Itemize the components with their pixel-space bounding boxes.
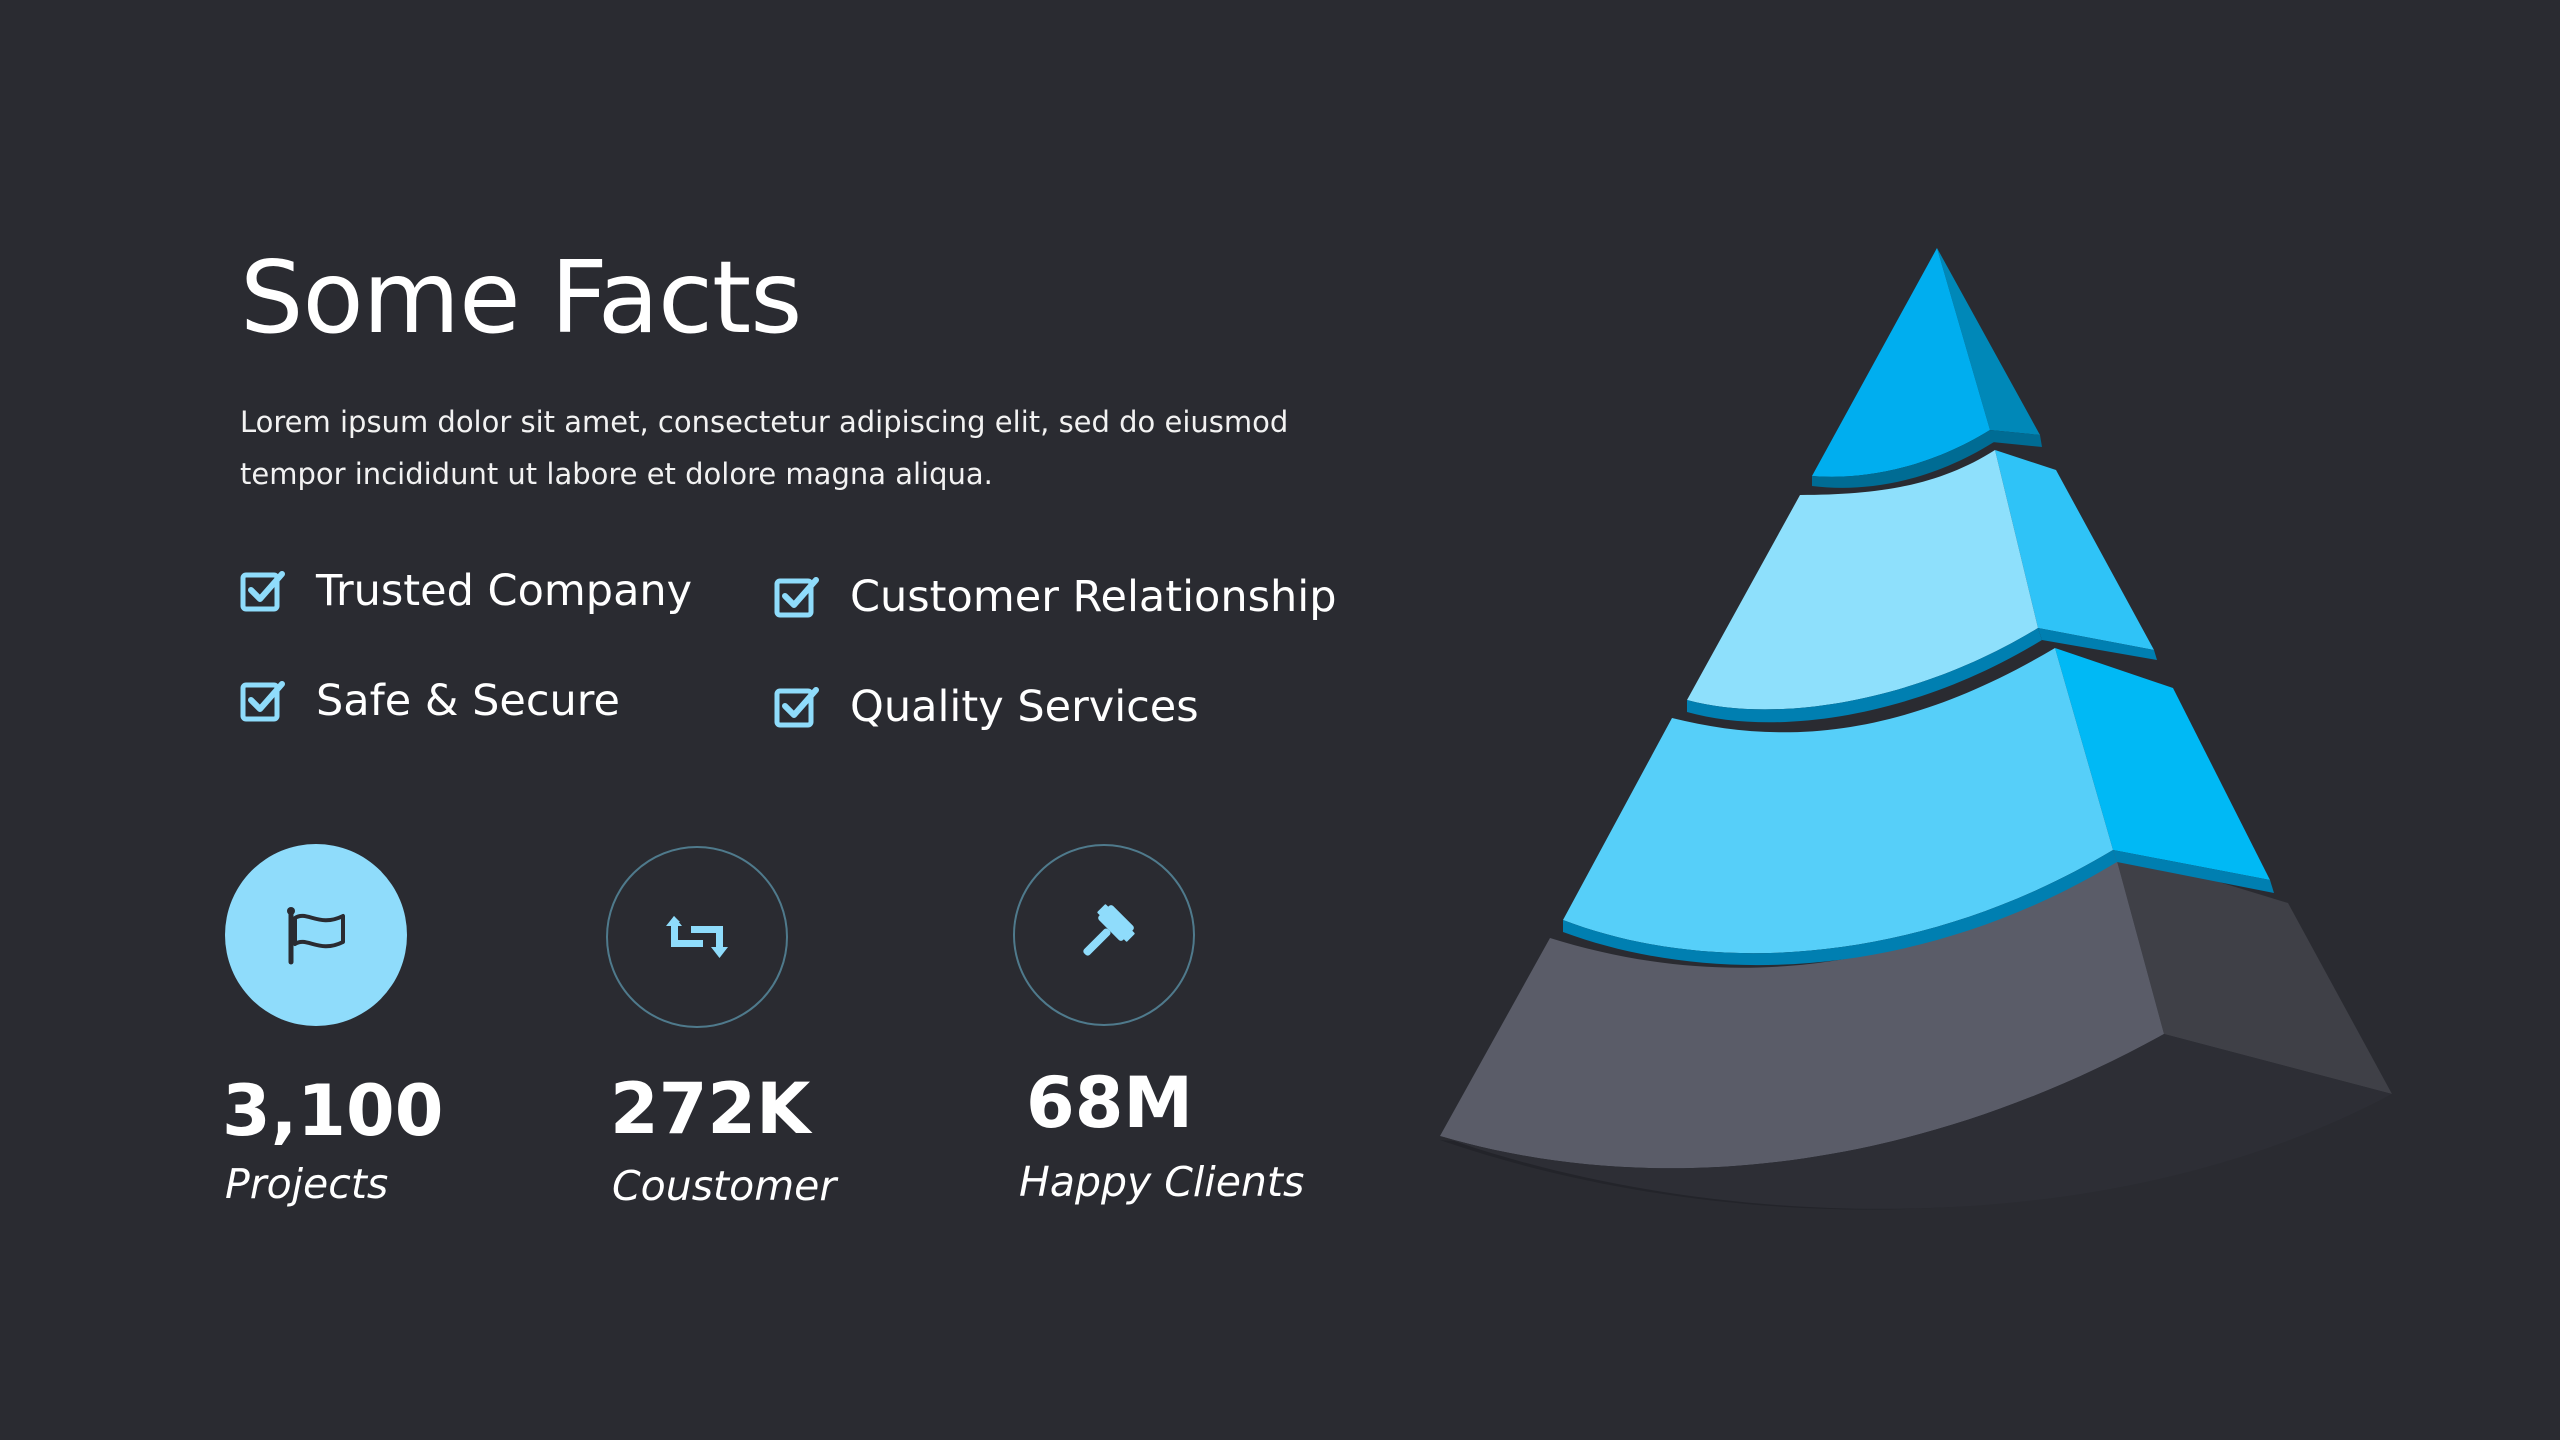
feature-customer-relationship: Customer Relationship [774,572,1337,622]
feature-label: Quality Services [850,682,1199,732]
pyramid-diagram [1440,248,2392,1210]
stat-label-happy-clients: Happy Clients [1019,1158,1305,1206]
checkbox-icon [774,577,819,618]
feature-label: Customer Relationship [850,572,1337,622]
pyramid-tier-4 [1440,850,2392,1209]
gavel-icon [1083,904,1135,956]
flag-icon [287,907,345,965]
stat-icon-projects [225,844,407,1026]
feature-label: Safe & Secure [316,676,620,726]
feature-label: Trusted Company [316,566,693,616]
feature-safe-secure: Safe & Secure [240,676,620,726]
stat-label-projects: Projects [225,1160,389,1208]
repeat-icon [666,916,728,958]
pyramid-tier-2 [1687,450,2157,723]
page-subtitle: Lorem ipsum dolor sit amet, consectetur … [240,405,1289,491]
checkbox-icon [240,681,285,722]
checkbox-icon [774,687,819,728]
pyramid-tier-3 [1563,648,2274,966]
feature-trusted-company: Trusted Company [240,566,692,616]
feature-quality-services: Quality Services [774,682,1199,732]
stat-icon-customer [606,846,788,1028]
stat-icon-happy-clients [1013,844,1195,1026]
stat-label-customer: Coustomer [612,1162,837,1210]
pyramid-tier-1 [1812,248,2042,488]
page-title: Some Facts [240,239,802,356]
checkbox-icon [240,571,285,612]
stat-value-happy-clients: 68M [1026,1062,1194,1144]
stat-value-customer: 272K [610,1068,811,1150]
stat-value-projects: 3,100 [222,1070,444,1152]
